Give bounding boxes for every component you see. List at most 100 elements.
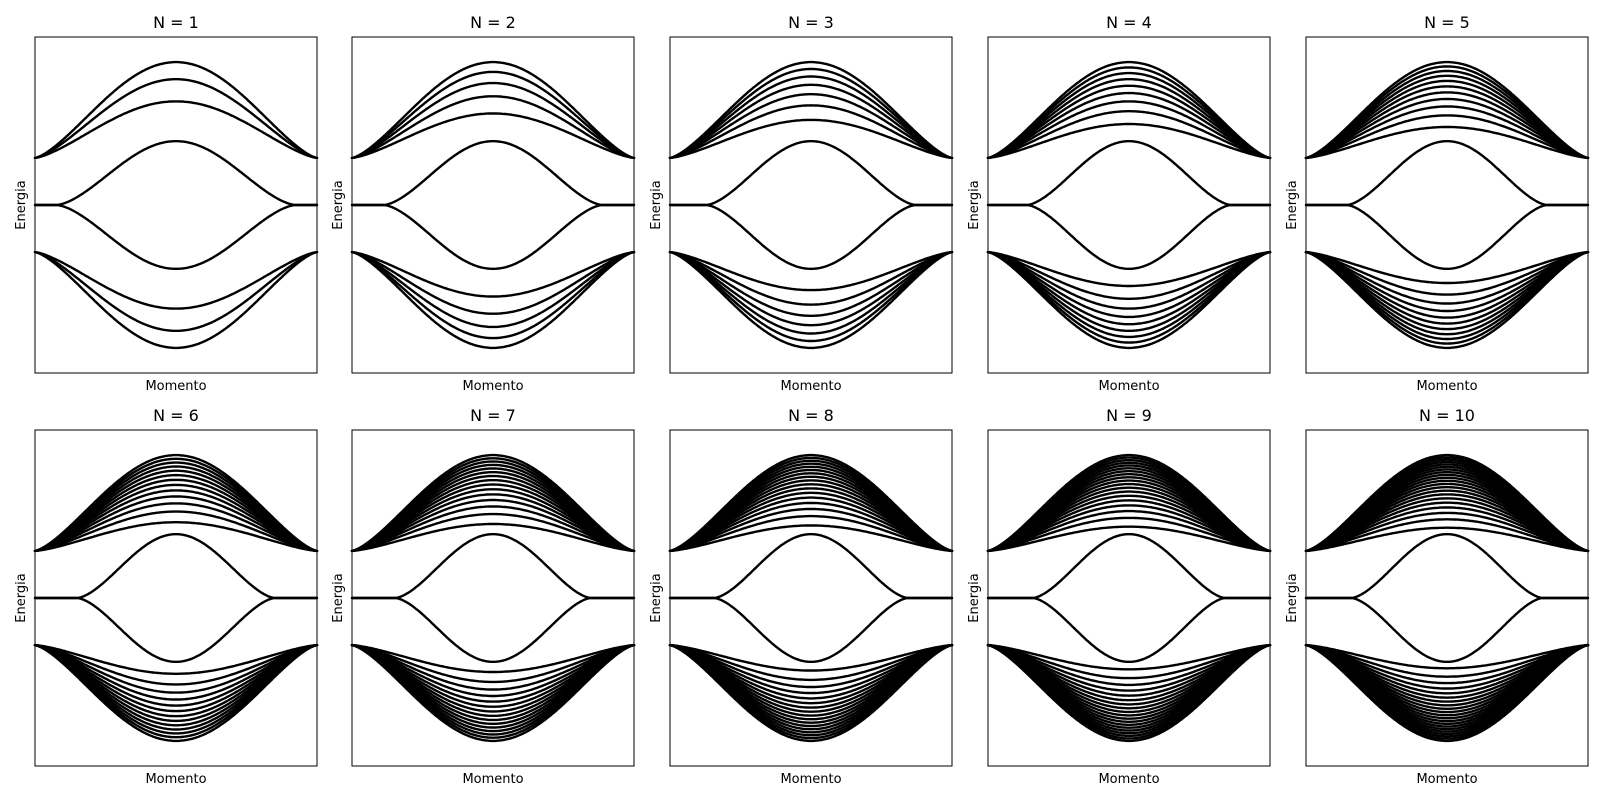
plot-frame	[1305, 429, 1589, 767]
plot-frame	[987, 36, 1271, 374]
plot-frame	[669, 429, 953, 767]
band-line-7-29	[350, 453, 636, 553]
band-line-8-4	[668, 643, 954, 682]
plot-frame	[669, 36, 953, 374]
band-line-4-15	[986, 66, 1272, 160]
band-line-4-18	[986, 250, 1272, 350]
band-line-8-6	[668, 643, 954, 689]
band-line-5-19	[1304, 65, 1590, 160]
band-line-6-5	[33, 502, 319, 553]
band-line-6-8	[33, 643, 319, 701]
band-line-1-8	[33, 203, 319, 270]
chart-panel-2: N = 2 Momento Energia	[331, 13, 636, 394]
band-line-6-9	[33, 489, 319, 553]
band-line-1-3	[33, 78, 319, 160]
band-line-8-33	[668, 453, 954, 553]
panel-title: N = 3	[788, 13, 834, 32]
band-line-6-1	[33, 521, 319, 553]
band-line-8-9	[668, 496, 954, 553]
band-line-9-9	[986, 499, 1272, 553]
y-axis-label: Energia	[967, 573, 982, 622]
band-line-7-1	[350, 522, 636, 553]
band-line-7-6	[350, 643, 636, 691]
band-line-10-11	[1304, 497, 1590, 553]
band-line-9-13	[986, 490, 1272, 553]
band-line-5-22	[1304, 250, 1590, 350]
band-line-5-9	[1304, 91, 1590, 160]
x-axis-label: Momento	[462, 772, 523, 787]
band-line-1-4	[33, 250, 319, 332]
band-line-7-32	[350, 596, 636, 663]
band-line-3-9	[668, 75, 954, 160]
plot-frame	[1305, 36, 1589, 374]
band-line-7-2	[350, 643, 636, 674]
plot-frame	[987, 429, 1271, 767]
panel-title: N = 9	[1106, 406, 1152, 425]
band-line-10-4	[1304, 643, 1590, 678]
band-line-9-4	[986, 643, 1272, 680]
chart-panel-4: N = 4 Momento Energia	[967, 13, 1272, 394]
band-line-10-44	[1304, 596, 1590, 663]
band-line-6-3	[33, 510, 319, 553]
band-line-5-21	[1304, 60, 1590, 160]
band-line-9-3	[986, 516, 1272, 553]
band-line-5-7	[1304, 97, 1590, 160]
band-line-10-8	[1304, 643, 1590, 690]
band-line-5-8	[1304, 250, 1590, 313]
band-line-4-11	[986, 78, 1272, 160]
plot-frame	[351, 36, 635, 374]
chart-panel-9: N = 9 Momento Energia	[967, 406, 1272, 787]
band-line-8-11	[668, 491, 954, 553]
band-line-4-7	[986, 91, 1272, 160]
band-line-2-2	[350, 250, 636, 298]
band-line-9-8	[986, 643, 1272, 692]
band-line-3-11	[668, 67, 954, 160]
y-axis-label: Energia	[967, 180, 982, 229]
band-line-7-9	[350, 493, 636, 553]
band-line-4-14	[986, 250, 1272, 339]
band-line-8-7	[668, 501, 954, 553]
panel-title: N = 6	[153, 406, 199, 425]
x-axis-label: Momento	[1098, 772, 1159, 787]
band-line-8-13	[668, 487, 954, 553]
band-line-10-3	[1304, 518, 1590, 553]
band-line-10-7	[1304, 506, 1590, 553]
band-line-10-5	[1304, 511, 1590, 553]
band-line-4-10	[986, 250, 1272, 326]
band-line-8-5	[668, 507, 954, 553]
band-line-5-15	[1304, 74, 1590, 160]
band-line-4-9	[986, 84, 1272, 160]
band-line-2-8	[350, 250, 636, 340]
band-line-9-14	[986, 643, 1272, 706]
band-line-6-16	[33, 643, 319, 723]
band-line-2-9	[350, 60, 636, 160]
x-axis-label: Momento	[462, 379, 523, 394]
band-line-4-4	[986, 250, 1272, 300]
band-line-4-19	[986, 140, 1272, 207]
band-line-6-6	[33, 643, 319, 694]
y-axis-label: Energia	[1285, 180, 1300, 229]
band-line-5-2	[1304, 250, 1590, 285]
band-line-7-5	[350, 505, 636, 553]
band-line-6-11	[33, 483, 319, 553]
y-axis-label: Energia	[649, 180, 664, 229]
band-line-9-10	[986, 643, 1272, 697]
band-line-9-38	[986, 643, 1272, 743]
band-line-6-7	[33, 495, 319, 553]
chart-panel-1: N = 1 Momento Energia	[14, 13, 319, 394]
band-line-6-25	[33, 453, 319, 553]
band-line-4-3	[986, 110, 1272, 160]
band-line-8-14	[668, 643, 954, 709]
band-line-1-2	[33, 250, 319, 310]
band-line-4-8	[986, 250, 1272, 319]
band-line-4-6	[986, 250, 1272, 310]
band-line-8-34	[668, 643, 954, 743]
plot-frame	[351, 429, 635, 767]
band-line-3-6	[668, 250, 954, 317]
band-line-5-11	[1304, 85, 1590, 160]
band-line-2-7	[350, 70, 636, 160]
band-line-4-16	[986, 250, 1272, 344]
band-line-10-41	[1304, 453, 1590, 553]
band-line-3-2	[668, 250, 954, 292]
y-axis-label: Energia	[14, 180, 29, 229]
